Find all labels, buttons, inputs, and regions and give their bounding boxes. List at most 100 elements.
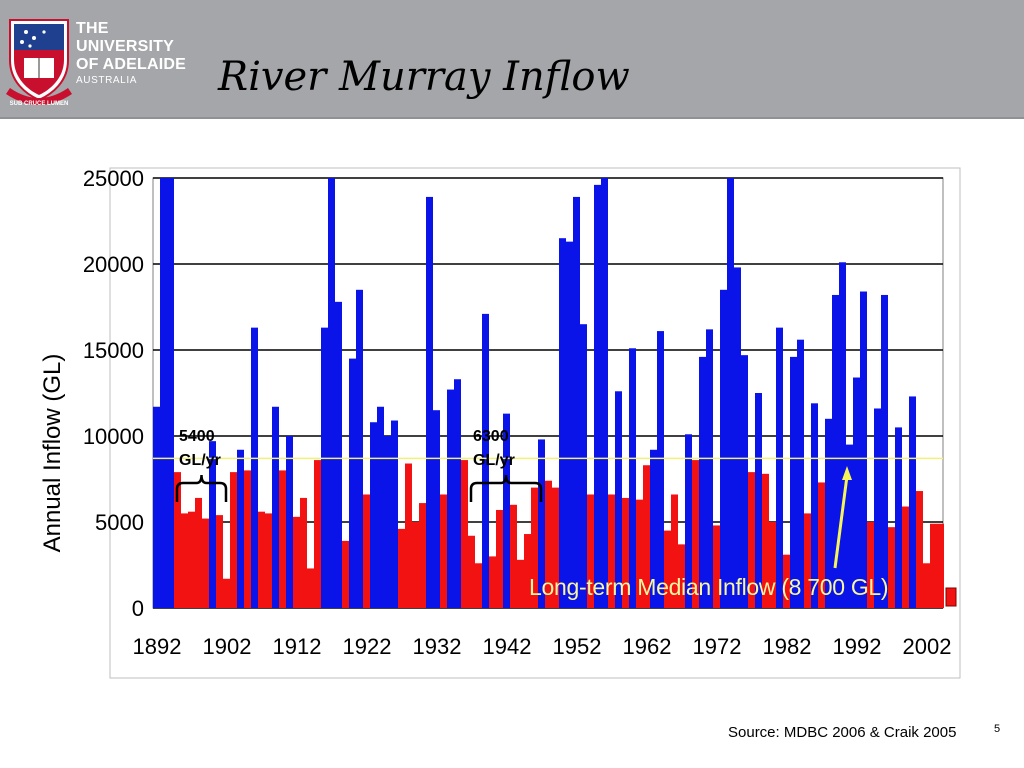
bar [244, 470, 251, 608]
bar [783, 554, 790, 608]
annotation-unit: GL/yr [179, 452, 221, 469]
bar [720, 289, 727, 608]
university-logo: SUB CRUCE LUMEN THE UNIVERSITY OF ADELAI… [4, 16, 204, 112]
bar [608, 494, 615, 608]
bar [685, 434, 692, 608]
bar [293, 516, 300, 608]
bar [188, 511, 195, 608]
bar [552, 487, 559, 608]
bar [559, 238, 566, 608]
bar [671, 494, 678, 608]
bar [538, 439, 545, 608]
y-tick-label: 0 [132, 596, 144, 621]
bar [195, 497, 202, 608]
bar [734, 267, 741, 608]
bar [650, 449, 657, 608]
bar [636, 499, 643, 608]
bar [839, 262, 846, 608]
logo-line-1: THE UNIVERSITY [76, 20, 175, 55]
bar [335, 301, 342, 608]
x-tick-label: 1962 [623, 634, 672, 659]
bar [433, 410, 440, 608]
bar [405, 463, 412, 608]
bar [517, 559, 524, 608]
bar [762, 473, 769, 608]
bar [818, 482, 825, 608]
bar [692, 460, 699, 608]
y-tick-label: 10000 [83, 424, 144, 449]
annotation-value: 5400 [179, 428, 215, 445]
bar [349, 358, 356, 608]
median-arrow-head [842, 466, 852, 480]
bar [706, 329, 713, 608]
x-tick-label: 1892 [133, 634, 182, 659]
y-tick-label: 20000 [83, 252, 144, 277]
bar [657, 331, 664, 608]
bar [377, 406, 384, 608]
bar [272, 406, 279, 608]
bar [328, 178, 335, 608]
bar [587, 494, 594, 608]
bar [769, 522, 776, 608]
bar [678, 544, 685, 608]
bar [923, 563, 930, 608]
bar [776, 327, 783, 608]
bar [902, 506, 909, 608]
bar [937, 523, 944, 608]
x-tick-label: 1972 [693, 634, 742, 659]
bar [286, 436, 293, 608]
bar [321, 327, 328, 608]
bar [223, 578, 230, 608]
bar [601, 178, 608, 608]
bar [468, 535, 475, 608]
y-tick-label: 15000 [83, 338, 144, 363]
bar [391, 420, 398, 608]
bar [566, 241, 573, 608]
bar [853, 377, 860, 608]
logo-line-2: OF ADELAIDE [76, 56, 187, 73]
bar [874, 408, 881, 608]
x-tick-label: 1952 [553, 634, 602, 659]
y-tick-label: 25000 [83, 166, 144, 191]
x-tick-label: 1992 [833, 634, 882, 659]
bar [909, 396, 916, 608]
bar [615, 391, 622, 608]
bar [804, 513, 811, 608]
bar [440, 494, 447, 608]
bar [797, 339, 804, 608]
source-citation: Source: MDBC 2006 & Craik 2005 [728, 724, 957, 741]
x-tick-label: 1902 [203, 634, 252, 659]
bar [209, 441, 216, 608]
page-number: 5 [994, 723, 1001, 735]
bar [251, 327, 258, 608]
header-bar: SUB CRUCE LUMEN THE UNIVERSITY OF ADELAI… [0, 0, 1024, 119]
bar [832, 294, 839, 608]
bar [356, 289, 363, 608]
bar [384, 436, 391, 608]
bar [699, 356, 706, 608]
bar [489, 556, 496, 608]
legend-swatch [945, 587, 957, 607]
bar [867, 522, 874, 608]
bar [811, 403, 818, 608]
bar [727, 178, 734, 608]
y-axis-label: Annual Inflow (GL) [39, 354, 66, 553]
crest-icon: SUB CRUCE LUMEN [6, 19, 72, 107]
x-tick-label: 1982 [763, 634, 812, 659]
bar [174, 472, 181, 608]
x-tick-label: 2002 [903, 634, 952, 659]
logo-wordmark: THE UNIVERSITY OF ADELAIDE AUSTRALIA [76, 20, 204, 87]
logo-line-3: AUSTRALIA [76, 75, 137, 86]
bar [510, 504, 517, 608]
bar [216, 515, 223, 608]
bar [531, 487, 538, 608]
bar [629, 348, 636, 608]
bar [741, 355, 748, 608]
bar [895, 427, 902, 608]
bar [860, 291, 867, 608]
bar [930, 523, 937, 608]
bar [447, 389, 454, 608]
bar [643, 465, 650, 608]
bar [713, 525, 720, 608]
bar [160, 178, 167, 608]
